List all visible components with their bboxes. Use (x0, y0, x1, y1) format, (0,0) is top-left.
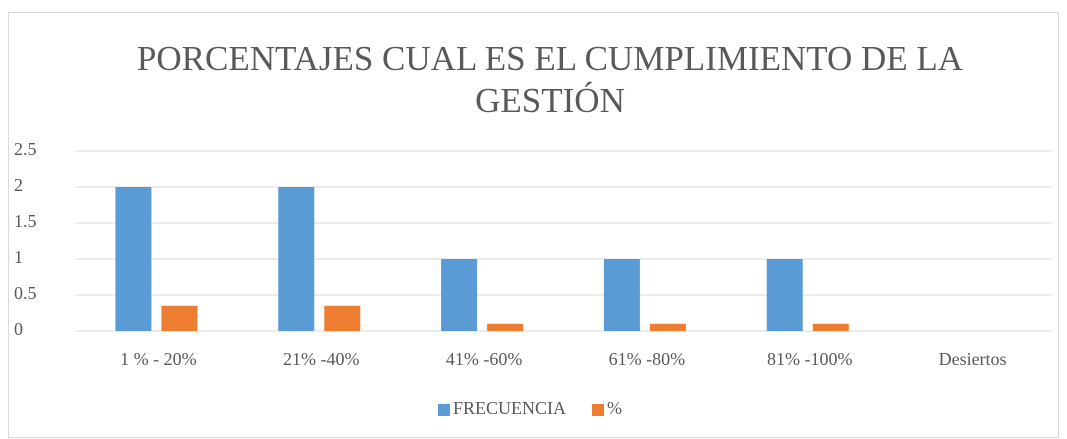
bar (278, 187, 315, 331)
x-tick-label: 81% -100% (767, 349, 852, 369)
legend-swatch (438, 404, 450, 416)
x-tick-label: 1 % - 20% (120, 349, 196, 369)
y-tick-label: 2.5 (14, 139, 37, 159)
x-tick-label: 61% -80% (609, 349, 685, 369)
y-tick-label: 0 (14, 319, 23, 339)
bar (115, 187, 152, 331)
bar (487, 323, 524, 331)
chart-title: PORCENTAJES CUAL ES EL CUMPLIMIENTO DE L… (136, 39, 964, 120)
y-tick-label: 1.5 (14, 211, 37, 231)
y-tick-label: 2 (14, 175, 23, 195)
bar (324, 305, 361, 331)
x-tick-label: Desiertos (939, 349, 1007, 369)
x-tick-label: 41% -60% (446, 349, 522, 369)
legend-label: % (607, 398, 622, 418)
bar (812, 323, 849, 331)
bar (161, 305, 198, 331)
bar (441, 259, 478, 331)
x-tick-label: 21% -40% (283, 349, 359, 369)
legend-swatch (592, 404, 605, 416)
y-tick-label: 1 (14, 247, 23, 267)
legend-label: FRECUENCIA (453, 398, 566, 418)
y-tick-label: 0.5 (14, 283, 37, 303)
bar (766, 259, 803, 331)
chart-frame (8, 12, 1059, 438)
bar (603, 259, 640, 331)
bar (649, 323, 686, 331)
